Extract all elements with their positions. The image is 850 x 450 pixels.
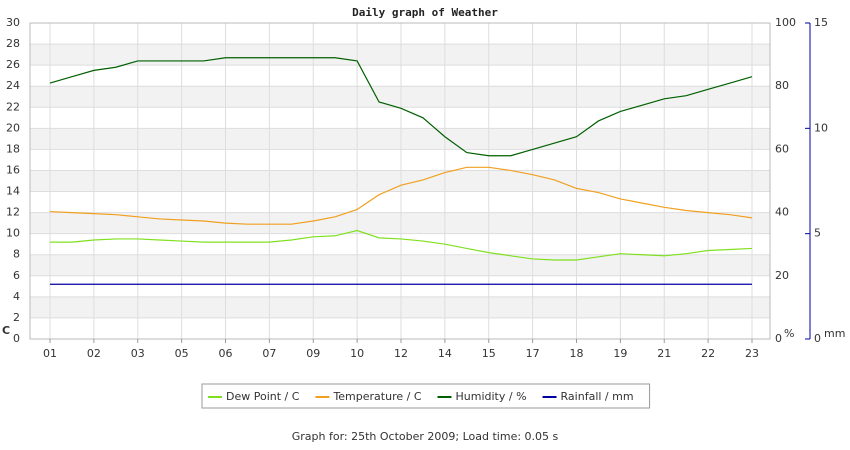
y3-tick-label: 10 <box>814 121 828 134</box>
plot-frame <box>29 22 771 340</box>
y-tick-label: 14 <box>6 185 20 198</box>
x-tick-label: 05 <box>175 347 189 360</box>
grid-band <box>30 128 770 150</box>
grid-band <box>30 44 770 66</box>
y3-tick-label: 0 <box>814 332 821 345</box>
y-tick-label: 18 <box>6 142 20 155</box>
y2-tick-label: 40 <box>775 206 789 219</box>
x-tick-label: 21 <box>657 347 671 360</box>
y3-axis-label: mm <box>824 327 845 340</box>
y-tick-label: 28 <box>6 37 20 50</box>
series-line <box>49 57 753 157</box>
y-tick-label: 30 <box>6 16 20 29</box>
chart-title: Daily graph of Weather <box>352 6 498 19</box>
x-tick-label: 02 <box>87 347 101 360</box>
y3-tick-label: 15 <box>814 16 828 29</box>
x-tick-label: 19 <box>613 347 627 360</box>
y-tick-label: 20 <box>6 121 20 134</box>
y2-tick-label: 20 <box>775 269 789 282</box>
y-tick-label: 22 <box>6 100 20 113</box>
x-tick-label: 07 <box>262 347 276 360</box>
y-tick-label: 12 <box>6 206 20 219</box>
x-tick-label: 06 <box>219 347 233 360</box>
x-tick-label: 12 <box>394 347 408 360</box>
x-tick-label: 17 <box>526 347 540 360</box>
y-tick-label: 6 <box>13 269 20 282</box>
y3-tick-label: 5 <box>814 227 821 240</box>
y2-tick-label: 100 <box>775 16 796 29</box>
y-tick-label: 8 <box>13 248 20 261</box>
x-tick-label: 14 <box>438 347 452 360</box>
grid-band <box>30 296 770 318</box>
legend-label: Humidity / % <box>456 390 527 403</box>
x-tick-label: 09 <box>306 347 320 360</box>
y-tick-label: 16 <box>6 163 20 176</box>
x-tick-label: 15 <box>482 347 496 360</box>
y2-tick-label: 80 <box>775 79 789 92</box>
y-tick-label: 26 <box>6 58 20 71</box>
legend-label: Dew Point / C <box>226 390 300 403</box>
y-tick-label: 4 <box>13 290 20 303</box>
grid-band <box>30 170 770 192</box>
series-line <box>50 229 753 261</box>
y2-tick-label: 60 <box>775 142 789 155</box>
y-axis-label: C <box>2 324 10 337</box>
y-tick-label: 24 <box>6 79 20 92</box>
legend-box <box>201 383 651 409</box>
y-tick-label: 2 <box>13 311 20 324</box>
grid-band <box>30 86 770 108</box>
x-tick-label: 03 <box>131 347 145 360</box>
grid-band <box>30 212 770 234</box>
y2-tick-label: 0 <box>775 332 782 345</box>
x-tick-label: 22 <box>701 347 715 360</box>
grid-band <box>30 254 770 276</box>
x-tick-label: 01 <box>43 347 57 360</box>
legend-label: Temperature / C <box>332 390 421 403</box>
series-line <box>49 166 753 225</box>
x-tick-label: 23 <box>745 347 759 360</box>
y2-axis-label: % <box>784 327 794 340</box>
x-tick-label: 18 <box>570 347 584 360</box>
x-tick-label: 10 <box>350 347 364 360</box>
footer: Graph for: 25th October 2009; Load time:… <box>292 430 559 443</box>
y-tick-label: 0 <box>13 332 20 345</box>
legend-label: Rainfall / mm <box>561 390 634 403</box>
y-tick-label: 10 <box>6 227 20 240</box>
